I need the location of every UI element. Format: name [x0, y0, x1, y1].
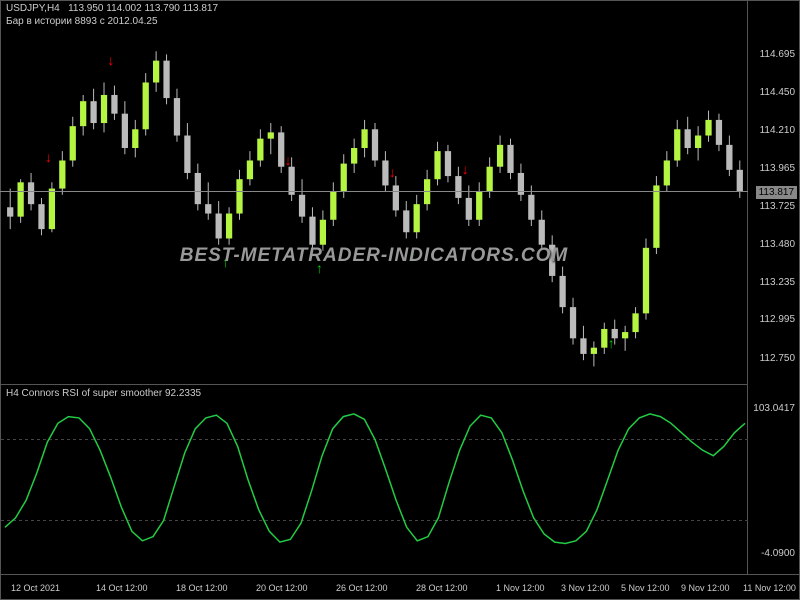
buy-arrow-icon: ↑	[316, 260, 323, 276]
price-tick-label: 113.480	[760, 239, 795, 250]
buy-arrow-icon: ↑	[608, 335, 615, 351]
sell-arrow-icon: ↓	[107, 52, 114, 68]
price-tick-label: 114.210	[760, 125, 795, 136]
time-tick-label: 1 Nov 12:00	[496, 583, 545, 593]
sell-arrow-icon: ↓	[389, 164, 396, 180]
price-tick-label: 114.450	[760, 87, 795, 98]
time-axis: 12 Oct 2021 14 Oct 12:00 18 Oct 12:00 20 Oc…	[0, 575, 800, 600]
price-tick-label: 113.725	[760, 201, 795, 212]
bar-history-text: Бар в истории 8893 с 2012.04.25	[6, 16, 158, 27]
indicator-chart[interactable]	[0, 385, 748, 575]
price-tick-label: 112.995	[760, 314, 795, 325]
price-tick-label: 113.965	[760, 163, 795, 174]
indicator-tick-label: -4.0900	[761, 548, 795, 559]
time-tick-label: 11 Nov 12:00	[743, 583, 796, 593]
time-tick-label: 28 Oct 12:00	[416, 583, 468, 593]
sell-arrow-icon: ↓	[285, 152, 292, 168]
time-tick-label: 20 Oct 12:00	[256, 583, 308, 593]
price-tick-label: 112.750	[760, 353, 795, 364]
symbol-header: USDJPY,H4 113.950 114.002 113.790 113.81…	[6, 3, 218, 14]
price-tick-label: 113.235	[760, 277, 795, 288]
indicator-label: H4 Connors RSI of super smoother 92.2335	[6, 388, 201, 399]
price-tick-label: 114.695	[760, 49, 795, 60]
price-axis: 114.695 114.450 114.210 113.965 113.817 113.7…	[748, 0, 800, 575]
time-tick-label: 9 Nov 12:00	[681, 583, 730, 593]
current-price-line	[0, 191, 748, 192]
buy-arrow-icon: ↑	[410, 248, 417, 264]
time-tick-label: 14 Oct 12:00	[96, 583, 148, 593]
ohlc-text: 113.950 114.002 113.790 113.817	[68, 3, 218, 14]
sell-arrow-icon: ↓	[462, 161, 469, 177]
time-tick-label: 3 Nov 12:00	[561, 583, 610, 593]
time-tick-label: 26 Oct 12:00	[336, 583, 388, 593]
indicator-tick-label: 103.0417	[753, 403, 795, 414]
chart-container: 114.695 114.450 114.210 113.965 113.817 113.7…	[0, 0, 800, 600]
sub-chart-svg	[1, 385, 749, 575]
sell-arrow-icon: ↓	[45, 149, 52, 165]
buy-arrow-icon: ↑	[222, 254, 229, 270]
time-tick-label: 5 Nov 12:00	[621, 583, 670, 593]
time-tick-label: 12 Oct 2021	[11, 583, 60, 593]
symbol-text: USDJPY,H4	[6, 3, 60, 14]
current-price-label: 113.817	[756, 186, 797, 199]
time-tick-label: 18 Oct 12:00	[176, 583, 228, 593]
